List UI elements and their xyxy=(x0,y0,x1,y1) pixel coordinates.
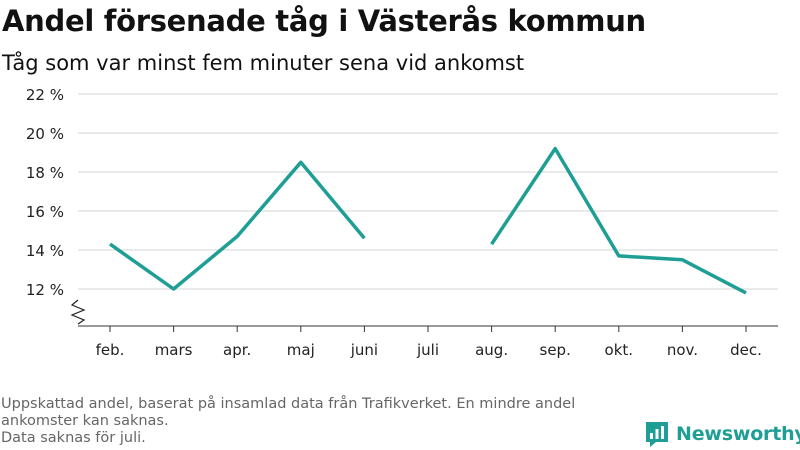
y-axis-labels: 12 % 14 % 16 % 18 % 20 % 22 % xyxy=(26,86,64,299)
newsworthy-logo-icon xyxy=(646,422,668,447)
x-tick-label: juni xyxy=(350,341,378,359)
x-tick-label: dec. xyxy=(730,341,762,359)
y-tick-label: 20 % xyxy=(26,125,64,143)
footnote-line-1: Uppskattad andel, baserat på insamlad da… xyxy=(1,396,576,412)
footnote-line-3: Data saknas för juli. xyxy=(1,430,146,446)
gridlines xyxy=(78,93,778,290)
x-axis: feb. mars apr. maj juni juli aug. sep. okt. nov. d… xyxy=(70,299,778,359)
x-tick-label: mars xyxy=(155,341,193,359)
y-tick-label: 16 % xyxy=(26,203,64,221)
y-tick-label: 22 % xyxy=(26,86,64,104)
x-tick-label: feb. xyxy=(96,341,125,359)
y-tick-label: 18 % xyxy=(26,164,64,182)
footnote: Uppskattad andel, baserat på insamlad da… xyxy=(1,396,641,447)
x-tick-label: sep. xyxy=(540,341,571,359)
y-tick-label: 12 % xyxy=(26,281,64,299)
series-line xyxy=(490,146,747,295)
x-tick-label: apr. xyxy=(223,341,251,359)
series-lines xyxy=(108,146,747,295)
chart-subtitle: Tåg som var minst fem minuter sena vid a… xyxy=(2,51,525,75)
newsworthy-logo-text: Newsworthy xyxy=(676,423,800,445)
x-tick-label: nov. xyxy=(667,341,698,359)
series-line xyxy=(108,160,366,291)
x-tick-label: okt. xyxy=(605,341,634,359)
y-tick-label: 14 % xyxy=(26,242,64,260)
newsworthy-logo[interactable]: Newsworthy xyxy=(644,420,800,448)
x-tick-label: aug. xyxy=(475,341,508,359)
chart-title: Andel försenade tåg i Västerås kommun xyxy=(2,4,646,38)
axis-break-icon xyxy=(70,299,86,325)
x-tick-label: juli xyxy=(416,341,439,359)
footnote-line-2: ankomster kan saknas. xyxy=(1,413,169,429)
x-tick-label: maj xyxy=(287,341,315,359)
